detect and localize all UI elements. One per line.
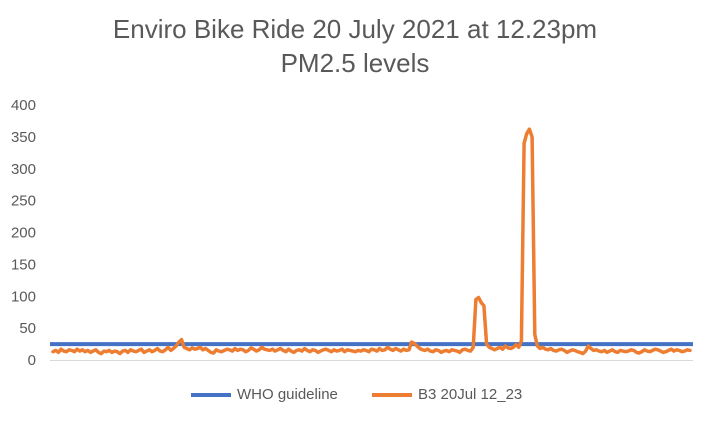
- y-tick-label: 350: [11, 129, 36, 146]
- chart-title: Enviro Bike Ride 20 July 2021 at 12.23pm…: [0, 12, 710, 80]
- chart-title-line1: Enviro Bike Ride 20 July 2021 at 12.23pm: [112, 14, 598, 44]
- y-tick-label: 400: [11, 97, 36, 114]
- y-tick-label: 250: [11, 193, 36, 210]
- y-tick-label: 50: [19, 320, 36, 337]
- y-tick-label: 150: [11, 256, 36, 273]
- y-tick-label: 0: [28, 352, 36, 369]
- y-tick-label: 200: [11, 225, 36, 242]
- legend-swatch-who: [191, 392, 231, 397]
- chart-legend: WHO guideline B3 20Jul 12_23: [0, 386, 710, 410]
- legend-label-b3: B3 20Jul 12_23: [418, 386, 523, 403]
- legend-label-who: WHO guideline: [237, 386, 338, 403]
- y-tick-label: 300: [11, 161, 36, 178]
- y-tick-label: 100: [11, 288, 36, 305]
- chart-title-line2: PM2.5 levels: [280, 48, 430, 78]
- legend-item-who: WHO guideline: [191, 386, 338, 403]
- legend-swatch-b3: [372, 392, 412, 397]
- series-line-b3: [51, 127, 692, 356]
- legend-item-b3: B3 20Jul 12_23: [372, 386, 522, 403]
